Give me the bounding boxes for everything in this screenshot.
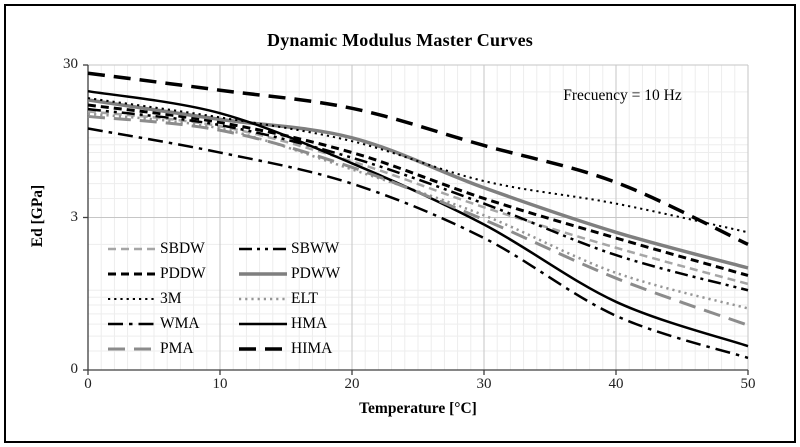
legend-item-ELT: ELT [239, 286, 340, 311]
legend-item-WMA: WMA [108, 311, 206, 336]
legend-line-sample-PMA [108, 347, 156, 350]
legend-line-sample-WMA [108, 322, 156, 325]
legend-line-sample-3M [108, 297, 156, 300]
series-curve-ELT [87, 112, 749, 310]
legend-label-ELT: ELT [291, 289, 318, 307]
legend-line-sample-PDWW [239, 271, 287, 276]
series-curve-HIMA [87, 71, 749, 246]
legend-line-sample-PDDW [108, 272, 156, 275]
legend-label-PMA: PMA [160, 339, 194, 357]
legend-column: SBWW PDWW ELT HMA HIMA [239, 236, 340, 361]
series-curve-3M [87, 97, 749, 234]
legend-line-sample-SBDW [108, 247, 156, 250]
legend-label-WMA: WMA [160, 314, 200, 332]
legend-label-HMA: HMA [291, 314, 328, 332]
series-curve-PMA [87, 114, 749, 327]
chart-border [4, 4, 796, 443]
legend-column: SBDW PDDW 3M WMA PMA [108, 236, 206, 361]
y-tick-label: 30 [63, 56, 78, 72]
legend-item-PDWW: PDWW [239, 261, 340, 286]
x-tick-label: 0 [84, 376, 92, 392]
chart-title: Dynamic Modulus Master Curves [267, 30, 533, 50]
legend-item-HMA: HMA [239, 311, 340, 336]
x-tick-label: 50 [740, 376, 756, 392]
legend-label-HIMA: HIMA [291, 339, 333, 357]
legend-item-SBWW: SBWW [239, 236, 340, 261]
x-tick-label: 20 [344, 376, 360, 392]
legend-label-PDWW: PDWW [291, 264, 341, 282]
legend-item-SBDW: SBDW [108, 236, 206, 261]
legend-line-sample-ELT [239, 297, 287, 300]
series-curve-PDDW [87, 103, 749, 277]
y-tick-label: 3 [70, 208, 79, 225]
x-axis-title: Temperature [°C] [359, 400, 477, 417]
frequency-annotation: Frecuency = 10 Hz [563, 87, 682, 104]
legend-line-sample-SBWW [239, 247, 287, 250]
legend-label-3M: 3M [160, 289, 182, 307]
x-tick-label: 40 [608, 376, 624, 392]
legend-item-PDDW: PDDW [108, 261, 206, 286]
series-curve-WMA [87, 127, 749, 360]
legend-label-SBDW: SBDW [160, 239, 205, 257]
legend-line-sample-HIMA [239, 346, 287, 351]
legend-line-sample-HMA [239, 322, 287, 325]
legend-item-HIMA: HIMA [239, 336, 340, 361]
legend-item-3M: 3M [108, 286, 206, 311]
legend-label-SBWW: SBWW [291, 239, 340, 257]
x-tick-label: 10 [212, 376, 228, 392]
x-tick-label: 30 [476, 376, 492, 392]
legend-item-PMA: PMA [108, 336, 206, 361]
series-curve-SBDW [87, 110, 749, 286]
y-tick-label: 0 [70, 361, 79, 377]
legend-label-PDDW: PDDW [160, 264, 206, 282]
